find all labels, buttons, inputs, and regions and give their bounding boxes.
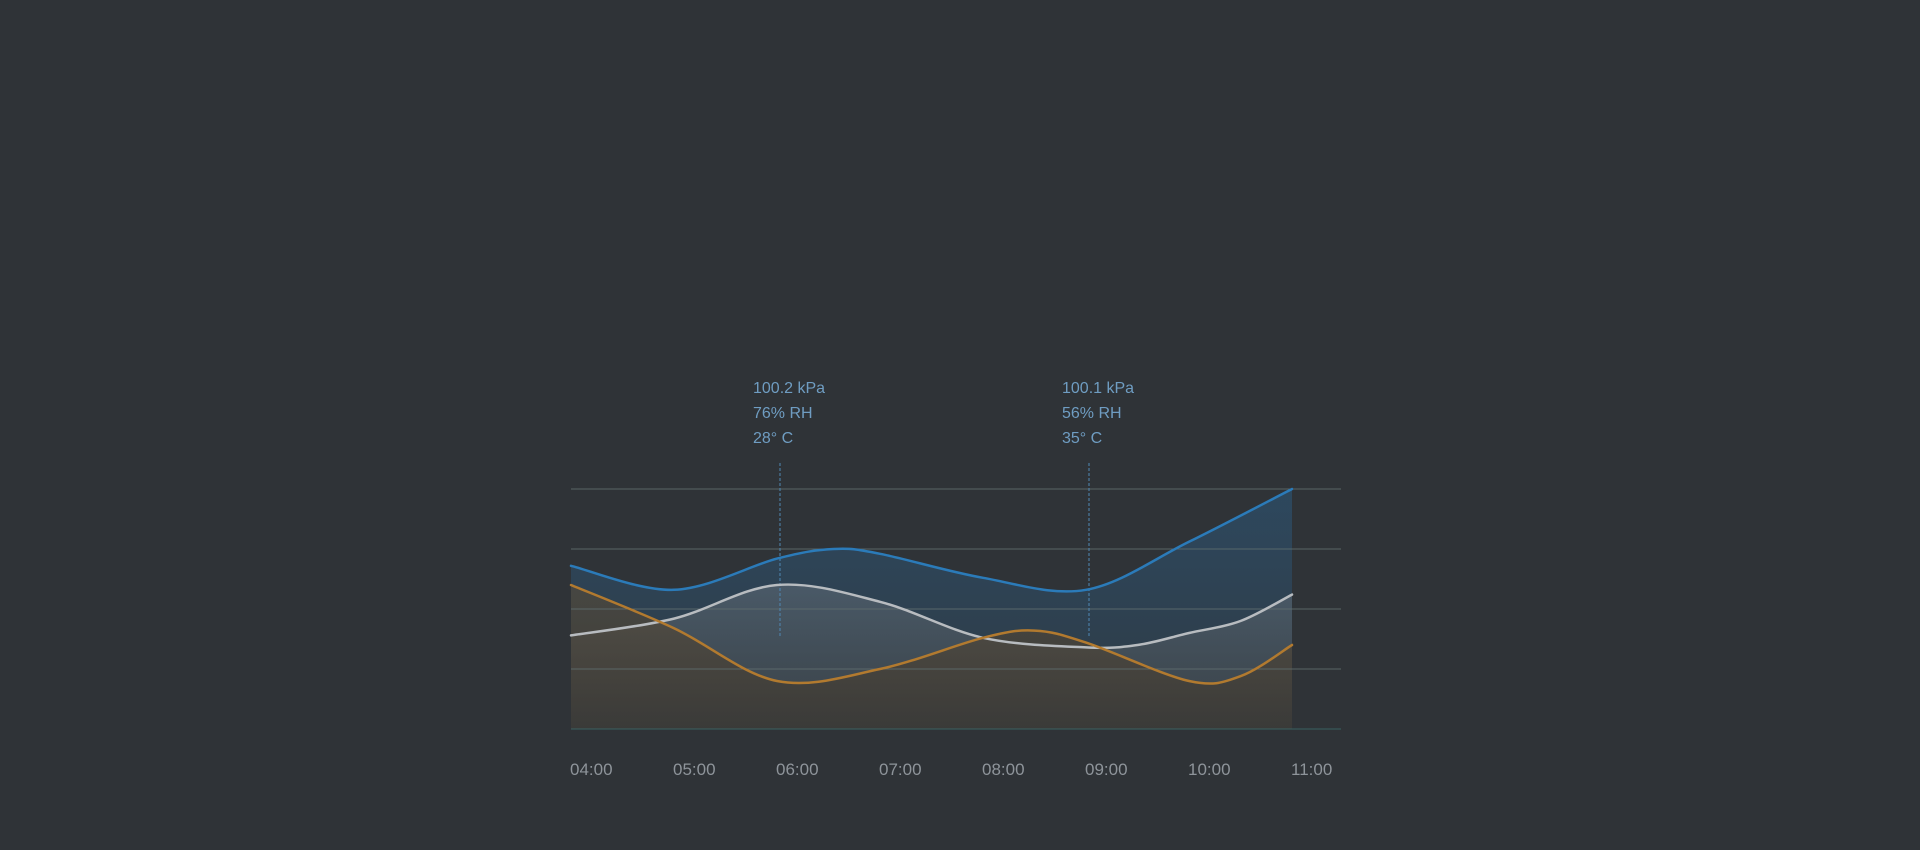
annotation-label: 100.2 kPa <box>753 380 825 397</box>
orange-series-line <box>569 583 1294 685</box>
x-axis: 04:00 05:00 06:00 07:00 08:00 09:00 10:00 11:00 <box>570 760 1332 779</box>
markers <box>779 463 1090 638</box>
x-tick-label: 05:00 <box>673 760 716 779</box>
annotation-label: 56% RH <box>1062 405 1122 422</box>
annotation-label: 100.1 kPa <box>1062 380 1134 397</box>
orange-series-area <box>571 585 1292 729</box>
x-tick-label: 10:00 <box>1188 760 1231 779</box>
annotations: 100.2 kPa 76% RH 28° C 100.1 kPa 56% RH 35° C <box>753 380 1134 447</box>
series-lines <box>569 487 1294 685</box>
x-tick-label: 04:00 <box>570 760 613 779</box>
x-tick-label: 06:00 <box>776 760 819 779</box>
x-tick-label: 09:00 <box>1085 760 1128 779</box>
x-tick-label: 07:00 <box>879 760 922 779</box>
x-tick-label: 11:00 <box>1291 760 1332 779</box>
annotation-label: 76% RH <box>753 405 813 422</box>
annotation-label: 28° C <box>753 430 793 447</box>
blue-series-line <box>569 487 1294 593</box>
annotation-label: 35° C <box>1062 430 1102 447</box>
x-tick-label: 08:00 <box>982 760 1025 779</box>
